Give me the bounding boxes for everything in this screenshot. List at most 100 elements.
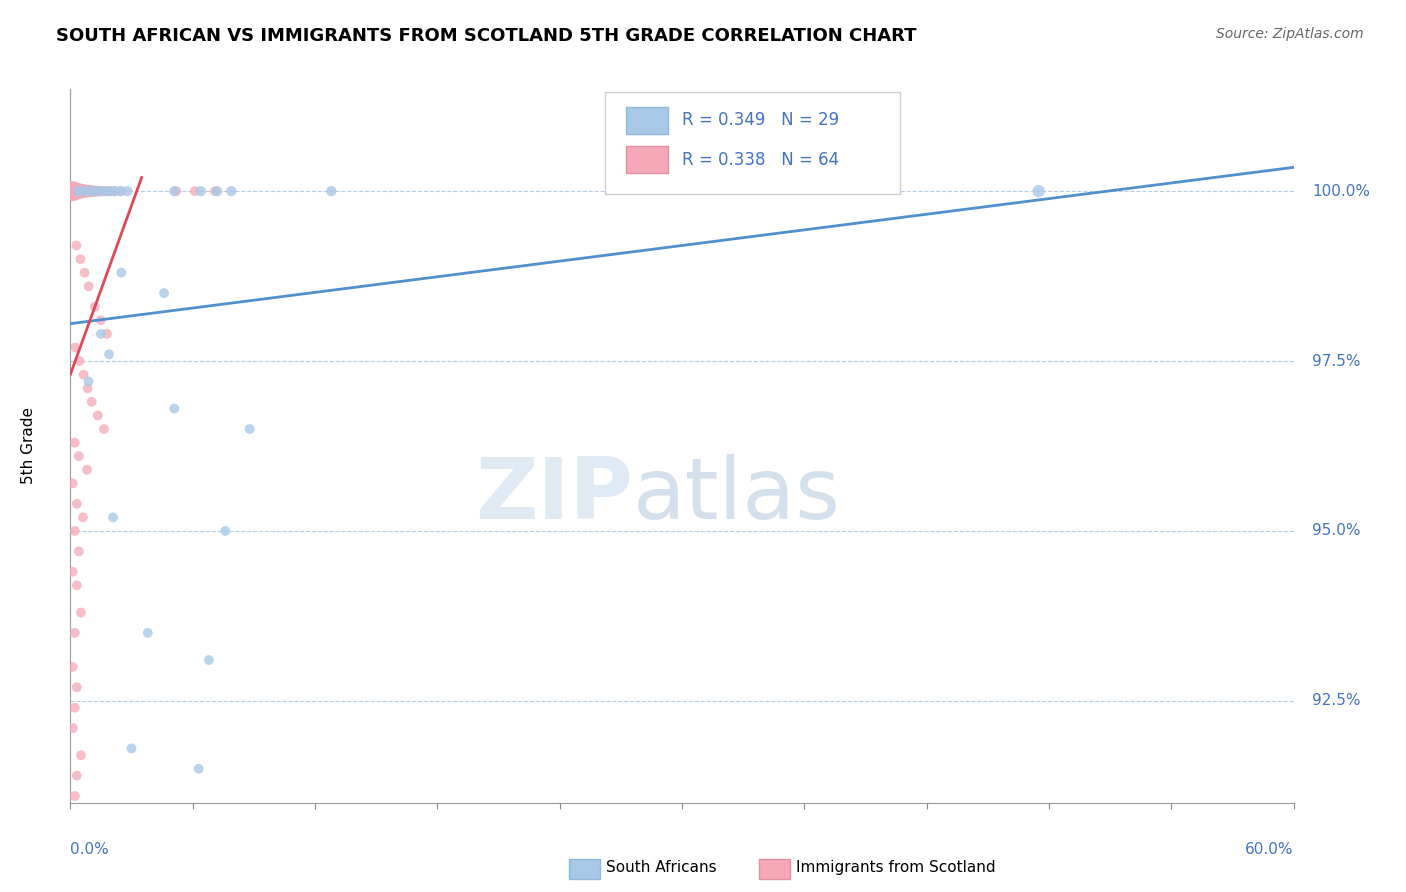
Point [96, 326, 118, 341]
Point [66, 184, 89, 198]
Point [321, 184, 343, 198]
Point [96, 184, 118, 198]
Point [63, 626, 86, 640]
Text: R = 0.349   N = 29: R = 0.349 N = 29 [682, 112, 839, 129]
Point [163, 184, 186, 198]
Point [73, 184, 96, 198]
Point [76, 381, 98, 395]
Point [82, 184, 104, 198]
Point [66, 578, 89, 592]
Point [62, 660, 84, 674]
Point [65, 238, 87, 252]
Point [63, 524, 86, 538]
Point [110, 184, 132, 198]
Point [75, 184, 97, 198]
Point [121, 741, 143, 756]
Point [82, 184, 104, 198]
Point [110, 184, 132, 198]
Text: Immigrants from Scotland: Immigrants from Scotland [796, 860, 995, 874]
Point [80, 394, 103, 409]
Point [221, 184, 243, 198]
Point [69, 354, 91, 368]
Point [67, 544, 90, 558]
Point [73, 266, 96, 280]
Point [70, 606, 93, 620]
Point [72, 184, 94, 198]
Point [90, 184, 112, 198]
Point [190, 184, 212, 198]
Point [67, 891, 90, 892]
Point [66, 769, 89, 783]
Point [66, 850, 89, 864]
Point [103, 184, 125, 198]
Point [117, 184, 139, 198]
Point [86, 184, 108, 198]
Point [66, 497, 89, 511]
Point [63, 700, 86, 714]
Point [76, 463, 98, 477]
Point [100, 184, 122, 198]
Point [69, 184, 91, 198]
Point [76, 184, 98, 198]
Point [214, 524, 236, 538]
Text: 97.5%: 97.5% [1312, 353, 1361, 368]
Point [187, 762, 209, 776]
Point [77, 184, 100, 198]
Point [72, 510, 94, 524]
Point [63, 184, 86, 198]
Point [110, 266, 132, 280]
Point [66, 680, 89, 694]
Point [1028, 184, 1050, 198]
Point [87, 409, 110, 423]
Point [93, 184, 115, 198]
Point [93, 184, 115, 198]
Point [70, 184, 93, 198]
Point [72, 368, 94, 382]
Point [67, 449, 90, 463]
Text: 100.0%: 100.0% [1312, 184, 1369, 199]
Point [67, 809, 90, 823]
Text: atlas: atlas [633, 454, 841, 538]
Point [87, 184, 110, 198]
Text: R = 0.338   N = 64: R = 0.338 N = 64 [682, 151, 839, 169]
Point [83, 300, 105, 314]
Text: 5th Grade: 5th Grade [21, 408, 37, 484]
Point [98, 347, 121, 361]
Text: 92.5%: 92.5% [1312, 693, 1361, 708]
Point [183, 184, 205, 198]
Point [198, 653, 221, 667]
Point [90, 326, 112, 341]
Point [101, 510, 124, 524]
Point [153, 286, 176, 301]
Point [69, 252, 91, 266]
Point [163, 401, 186, 416]
Text: Source: ZipAtlas.com: Source: ZipAtlas.com [1216, 27, 1364, 41]
Point [136, 626, 159, 640]
Point [79, 184, 101, 198]
Point [62, 476, 84, 491]
Point [67, 184, 90, 198]
Text: SOUTH AFRICAN VS IMMIGRANTS FROM SCOTLAND 5TH GRADE CORRELATION CHART: SOUTH AFRICAN VS IMMIGRANTS FROM SCOTLAN… [56, 27, 917, 45]
Point [62, 565, 84, 579]
Point [87, 184, 110, 198]
Text: 95.0%: 95.0% [1312, 524, 1361, 539]
Point [62, 830, 84, 844]
Point [77, 375, 100, 389]
Point [204, 184, 226, 198]
Text: 0.0%: 0.0% [70, 842, 110, 857]
Point [63, 789, 86, 803]
Point [205, 184, 228, 198]
Point [83, 184, 105, 198]
Point [70, 748, 93, 763]
Point [63, 435, 86, 450]
Text: ZIP: ZIP [475, 454, 633, 538]
Point [63, 871, 86, 885]
Text: 60.0%: 60.0% [1246, 842, 1294, 857]
Point [98, 184, 121, 198]
Text: South Africans: South Africans [606, 860, 717, 874]
Point [77, 279, 100, 293]
Point [165, 184, 187, 198]
Point [239, 422, 262, 436]
Point [65, 184, 87, 198]
Point [65, 341, 87, 355]
